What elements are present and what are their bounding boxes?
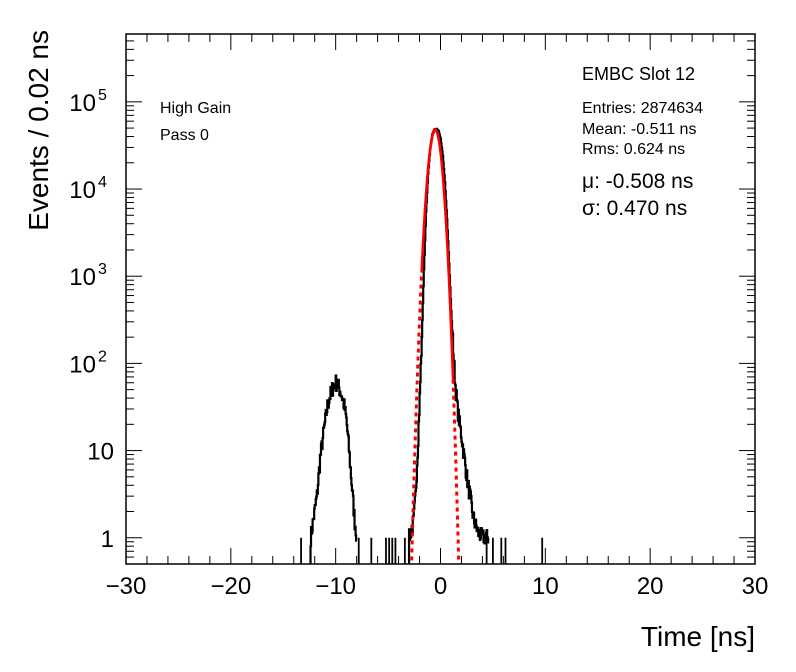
slot-label: EMBC Slot 12 [582, 64, 695, 84]
gain-label: High Gain [160, 100, 231, 117]
histogram-layer [300, 127, 544, 564]
entries-label: Entries: 2874634 [582, 100, 703, 117]
rms-label: Rms: 0.624 ns [582, 141, 685, 158]
x-tick-label: 0 [434, 573, 447, 600]
y-tick-label: 10 [69, 351, 96, 378]
x-tick-label: −10 [315, 573, 356, 600]
y-tick-label: 10 [87, 439, 114, 466]
y-tick-exponent: 5 [98, 87, 107, 104]
pass-label: Pass 0 [160, 127, 209, 144]
x-tick-label: −20 [210, 573, 251, 600]
y-tick-label: 10 [69, 177, 96, 204]
fit-layer [410, 128, 461, 563]
y-tick-exponent: 2 [98, 348, 107, 365]
y-axis-title: Events / 0.02 ns [23, 30, 54, 231]
x-tick-label: −30 [106, 573, 147, 600]
y-tick-label: 1 [101, 526, 114, 553]
x-tick-label: 10 [532, 573, 559, 600]
y-tick-label: 10 [69, 264, 96, 291]
histogram-series [309, 127, 490, 564]
y-tick-label: 10 [69, 90, 96, 117]
y-tick-exponent: 3 [98, 261, 107, 278]
x-axis-title: Time [ns] [641, 621, 755, 652]
gaussian-fit-extrapolation-left [410, 272, 424, 561]
x-tick-label: 30 [742, 573, 769, 600]
mu-label: μ: -0.508 ns [582, 170, 693, 193]
sigma-label: σ: 0.470 ns [582, 197, 687, 220]
gaussian-fit-curve [420, 128, 455, 380]
plot-frame [125, 33, 756, 565]
y-tick-exponent: 4 [98, 174, 107, 191]
gaussian-fit-extrapolation-right [451, 379, 461, 563]
mean-label: Mean: -0.511 ns [582, 121, 696, 138]
x-tick-label: 20 [637, 573, 664, 600]
